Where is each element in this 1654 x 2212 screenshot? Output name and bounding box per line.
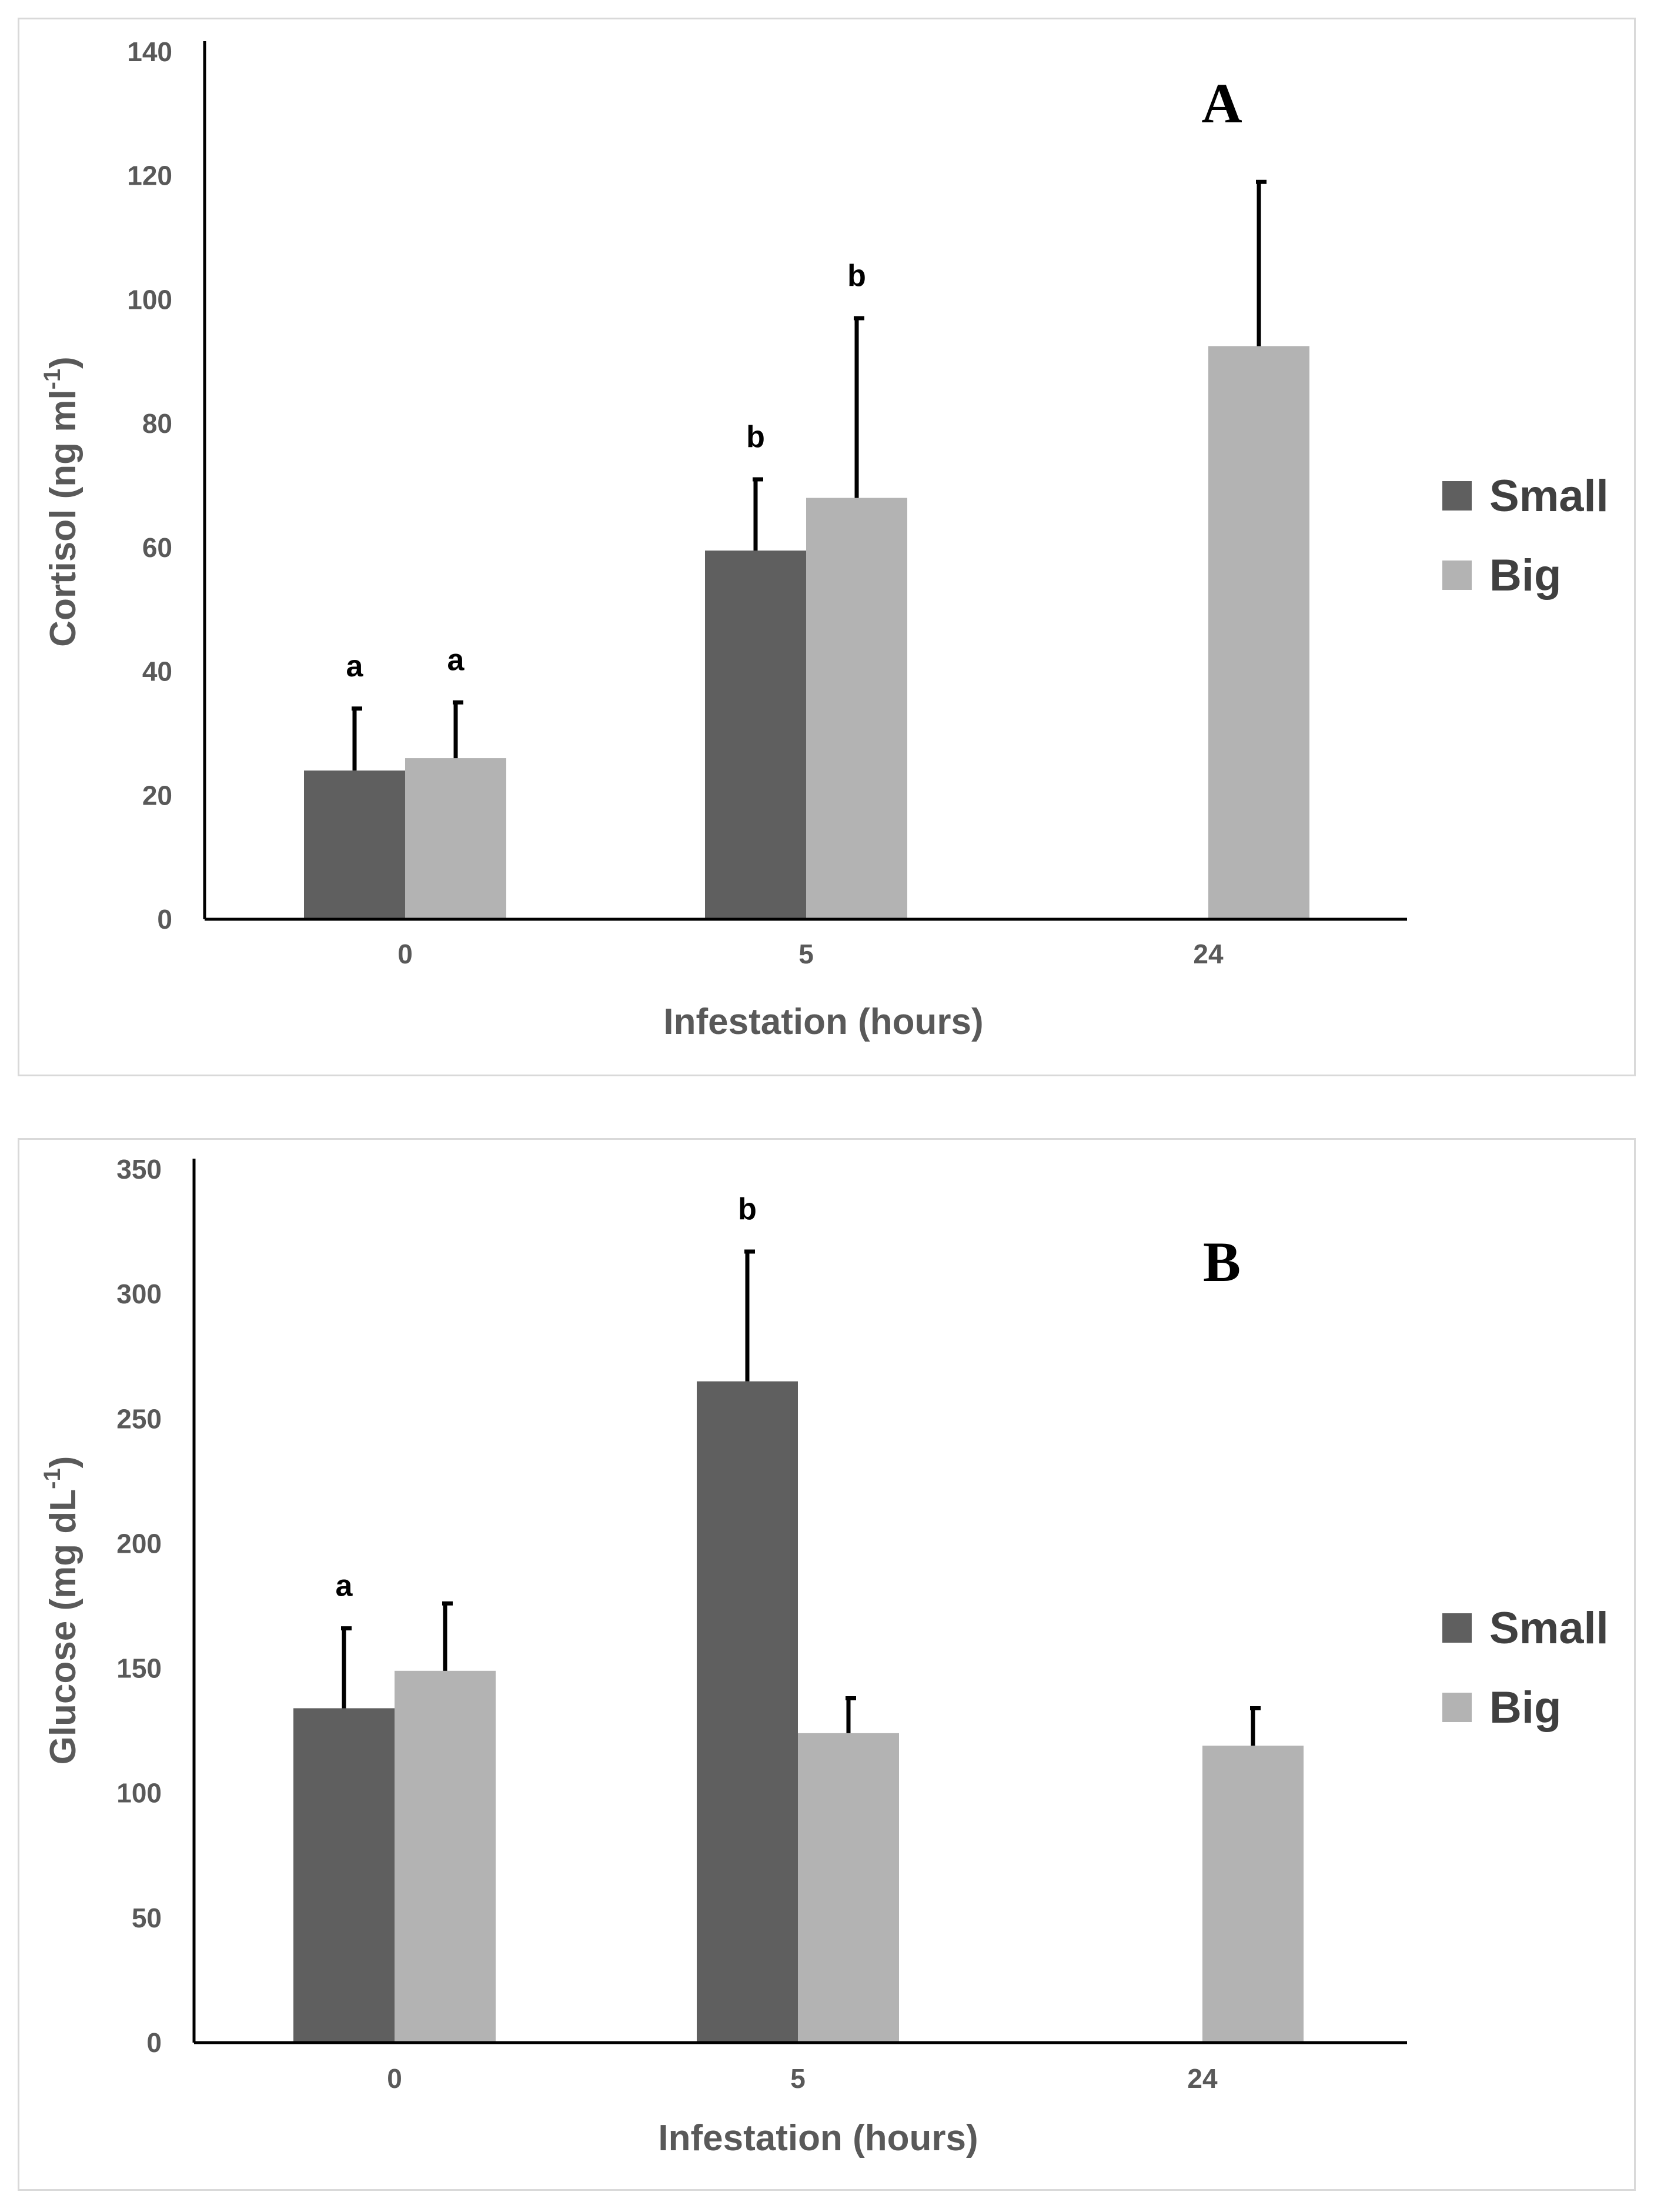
bar-small-5 <box>705 551 806 919</box>
legend-swatch-small <box>1442 481 1472 511</box>
legend-swatch-big <box>1442 1693 1472 1722</box>
y-axis-title-close: ) <box>43 1456 83 1469</box>
y-tick-label: 140 <box>127 36 172 67</box>
x-tick-label: 0 <box>397 939 413 969</box>
bar-small-0 <box>304 770 405 919</box>
significance-letter: a <box>346 649 364 683</box>
bar-small-0 <box>293 1708 395 2043</box>
x-axis-title: Infestation (hours) <box>663 1002 983 1042</box>
y-axis-title-close: ) <box>43 356 83 369</box>
panel-label: B <box>1203 1230 1241 1293</box>
significance-letter: a <box>447 643 465 677</box>
bar-small-5 <box>697 1381 798 2043</box>
y-axis-title-superscript: -1 <box>39 369 65 390</box>
x-axis-title: Infestation (hours) <box>658 2118 978 2158</box>
y-tick-label: 50 <box>132 1903 162 1933</box>
y-axis-title: Cortisol (ng ml-1) <box>39 356 83 647</box>
y-tick-label: 300 <box>116 1279 162 1309</box>
legend-label-small: Small <box>1489 1603 1609 1653</box>
significance-letter: b <box>738 1192 757 1226</box>
y-axis-title-main: Cortisol (ng ml <box>43 389 83 646</box>
bar-big-5 <box>798 1733 899 2043</box>
y-tick-label: 0 <box>157 904 172 935</box>
y-tick-label: 80 <box>142 408 172 439</box>
y-axis-title-main: Glucose (mg dL <box>43 1489 83 1764</box>
y-axis-title: Glucose (mg dL-1) <box>39 1456 83 1765</box>
bar-big-0 <box>405 758 506 919</box>
bar-big-24 <box>1202 1746 1304 2043</box>
y-tick-label: 350 <box>116 1154 162 1185</box>
x-tick-label: 0 <box>387 2063 402 2094</box>
bar-big-24 <box>1208 346 1309 919</box>
y-tick-label: 250 <box>116 1403 162 1434</box>
glucose-chart: 0 50 100 150 200 250 300 350 a 0 b 5 24 Infestation (… <box>39 1154 1609 2158</box>
significance-letter: a <box>336 1569 353 1603</box>
chart-panel-a: 0 20 40 60 80 100 120 140 a a 0 b b 5 24 Infestation (h… <box>18 18 1636 1076</box>
legend-swatch-small <box>1442 1613 1472 1643</box>
x-tick-label: 24 <box>1193 939 1224 969</box>
y-tick-label: 150 <box>116 1653 162 1684</box>
x-tick-label: 24 <box>1187 2063 1218 2094</box>
y-tick-label: 60 <box>142 532 172 563</box>
legend-label-big: Big <box>1489 551 1561 600</box>
chart-panel-b: 0 50 100 150 200 250 300 350 a 0 b 5 24 Infestation (… <box>18 1138 1636 2191</box>
legend-label-big: Big <box>1489 1683 1561 1733</box>
bar-big-0 <box>395 1670 496 2043</box>
y-tick-label: 100 <box>116 1778 162 1809</box>
legend-label-small: Small <box>1489 471 1609 521</box>
significance-letter: b <box>746 420 765 454</box>
y-tick-label: 20 <box>142 780 172 810</box>
y-tick-label: 40 <box>142 656 172 687</box>
bar-big-5 <box>806 498 907 919</box>
legend-swatch-big <box>1442 560 1472 590</box>
y-tick-label: 200 <box>116 1528 162 1559</box>
x-tick-label: 5 <box>790 2063 806 2094</box>
y-tick-label: 100 <box>127 284 172 315</box>
panel-label: A <box>1201 72 1242 135</box>
x-tick-label: 5 <box>798 939 814 969</box>
y-axis-title-superscript: -1 <box>39 1468 65 1489</box>
y-tick-label: 120 <box>127 161 172 191</box>
cortisol-chart: 0 20 40 60 80 100 120 140 a a 0 b b 5 24 Infestation (h… <box>39 36 1609 1042</box>
significance-letter: b <box>847 259 866 293</box>
y-tick-label: 0 <box>146 2027 162 2058</box>
